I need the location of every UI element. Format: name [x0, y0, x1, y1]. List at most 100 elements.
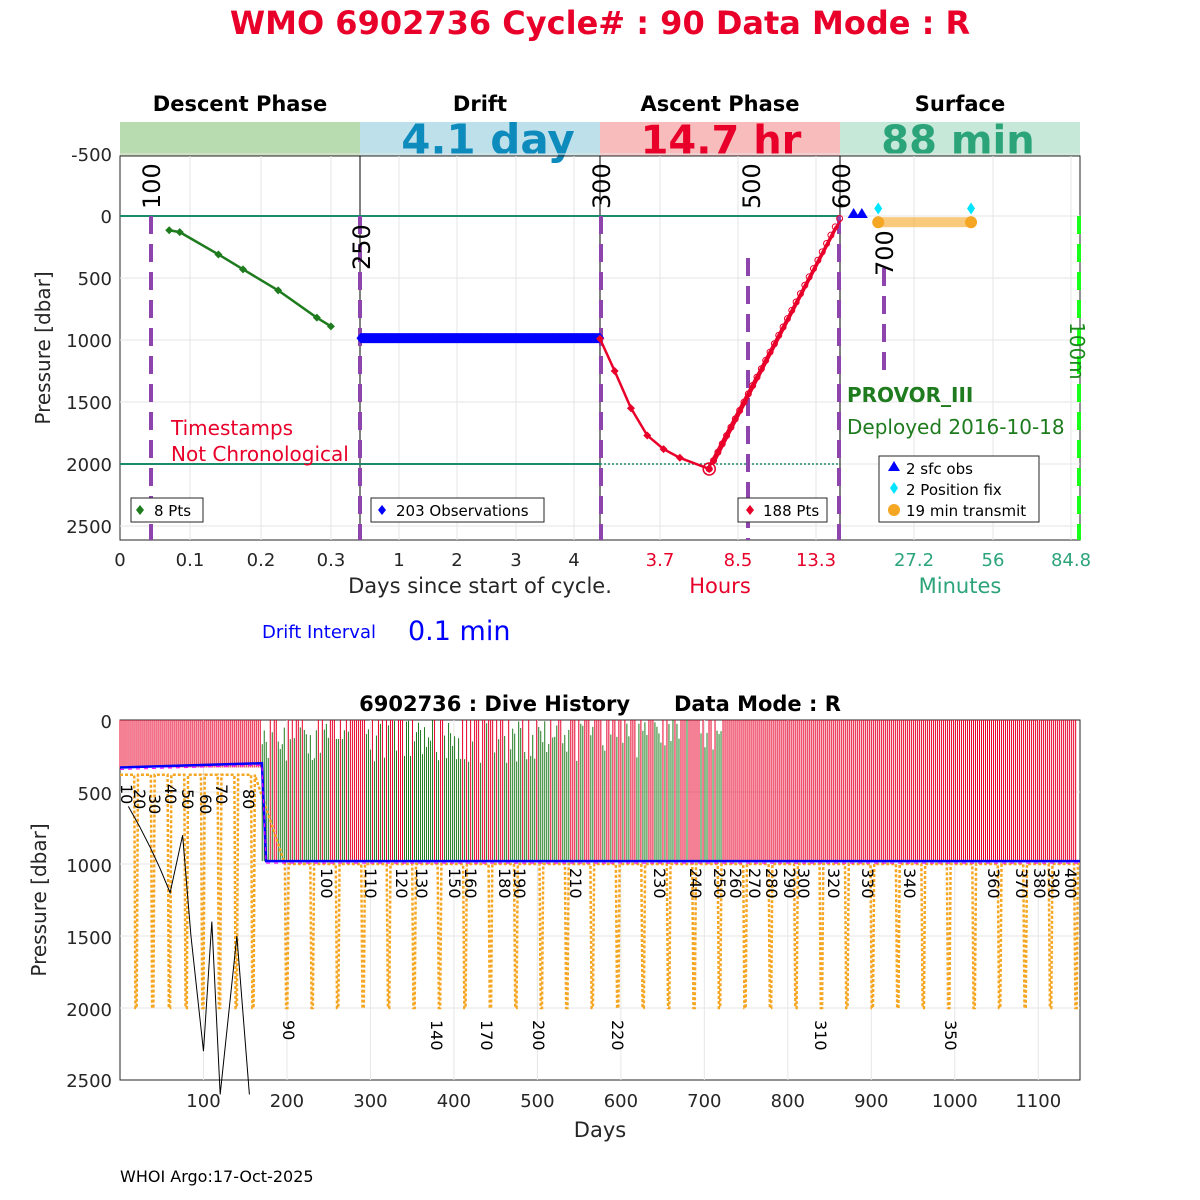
- drift-point: [416, 333, 425, 344]
- phase-marker-label: 500: [738, 163, 766, 209]
- cycle-label: 280: [762, 868, 781, 899]
- top-xtick-surface: 27.2: [894, 550, 934, 571]
- bottom-xtick: 400: [437, 1091, 471, 1112]
- cycle-label: 130: [412, 868, 431, 899]
- top-xtick-drift: 2: [451, 550, 462, 571]
- ascent-point: [766, 348, 774, 356]
- drift-point: [548, 333, 557, 344]
- top-xtick-drift: 3: [510, 550, 521, 571]
- timestamp-note: Not Chronological: [171, 442, 349, 466]
- cycle-label: 360: [984, 868, 1003, 899]
- top-xtick-drift: 4: [568, 550, 579, 571]
- ascent-dense-band: [706, 218, 843, 469]
- cycle-label: 150: [445, 868, 464, 899]
- top-xtick-descent: 0.1: [176, 550, 205, 571]
- ascent-point: [775, 331, 783, 339]
- ascent-point: [792, 298, 800, 306]
- cycle-label: 20: [130, 789, 149, 809]
- drift-point: [422, 333, 431, 344]
- bottom-xtick: 500: [520, 1091, 554, 1112]
- cycle-label: 240: [686, 868, 705, 899]
- drift-point: [368, 333, 377, 344]
- drift-point: [452, 333, 461, 344]
- timestamp-note: Timestamps: [170, 416, 293, 440]
- cycle-profile-chart: Descent Phase Drift Ascent Phase Surface…: [31, 92, 1091, 647]
- ascent-point: [827, 231, 835, 239]
- drift-point: [410, 333, 419, 344]
- bottom-ytick: 1500: [66, 928, 112, 949]
- top-xtick-ascent: 3.7: [646, 550, 675, 571]
- drift-interval-value: 0.1 min: [408, 616, 510, 647]
- ascent-point: [714, 448, 722, 456]
- top-xtick-surface: 56: [982, 550, 1005, 571]
- ascent-point: [749, 381, 757, 389]
- top-xlabel-days: Days since start of cycle.: [348, 574, 612, 598]
- bottom-ytick: 1000: [66, 856, 112, 877]
- surface-duration: 88 min: [881, 118, 1034, 164]
- drift-point: [500, 333, 509, 344]
- drift-point: [524, 333, 533, 344]
- drift-point: [392, 333, 401, 344]
- descent-point: [175, 228, 184, 237]
- cycle-label: 40: [161, 784, 180, 804]
- drift-point: [380, 333, 389, 344]
- cycle-label: 230: [650, 868, 669, 899]
- top-xtick-ascent: 13.3: [796, 550, 836, 571]
- drift-point: [530, 333, 539, 344]
- ascent-point: [723, 432, 731, 440]
- ascent-point: [805, 273, 813, 281]
- bottom-xtick: 100: [186, 1091, 220, 1112]
- drift-point: [356, 333, 365, 344]
- ascent-point: [710, 457, 718, 465]
- drift-point: [590, 333, 599, 344]
- drift-point: [458, 333, 467, 344]
- drift-point: [566, 333, 575, 344]
- top-xtick-descent: 0.3: [317, 550, 346, 571]
- bottom-ytick: 2000: [66, 1000, 112, 1021]
- cycle-label: 30: [145, 794, 164, 814]
- cycle-label: 160: [461, 868, 480, 899]
- drift-point: [506, 333, 515, 344]
- phase-title-surface: Surface: [915, 92, 1005, 116]
- drift-point: [464, 333, 473, 344]
- cycle-label: 210: [566, 868, 585, 899]
- top-ytick: 1500: [66, 393, 112, 414]
- drift-point: [554, 333, 563, 344]
- drift-point: [374, 333, 383, 344]
- bottom-ylabel: Pressure [dbar]: [27, 823, 51, 976]
- ascent-point: [740, 398, 748, 406]
- cycle-label: 390: [1044, 868, 1063, 899]
- top-xlabel-hours: Hours: [689, 574, 751, 598]
- bottom-xtick: 200: [270, 1091, 304, 1112]
- ascent-point: [836, 214, 844, 222]
- legend-ascent-label: 188 Pts: [763, 502, 819, 520]
- cycle-label: 200: [529, 1020, 548, 1051]
- dive-depth-profile: [120, 773, 1080, 1010]
- cycle-label: 270: [745, 868, 764, 899]
- ascent-start-point: [702, 462, 716, 476]
- top-ytick: 1000: [66, 331, 112, 352]
- ascent-profile-line: [598, 338, 710, 471]
- ascent-point: [718, 440, 726, 448]
- deployment-date-label: Deployed 2016-10-18: [847, 415, 1065, 439]
- ascent-point: [783, 315, 791, 323]
- legend-surface-label: 2 sfc obs: [906, 460, 973, 478]
- ascent-point: [831, 223, 839, 231]
- drift-point: [434, 333, 443, 344]
- phase-marker-label: 300: [588, 163, 616, 209]
- cycle-label: 70: [212, 784, 231, 804]
- ascent-point: [788, 306, 796, 314]
- bottom-xtick: 1100: [1015, 1091, 1061, 1112]
- descent-point: [214, 250, 223, 259]
- top-series: [165, 202, 978, 476]
- bottom-ytick: 500: [78, 784, 112, 805]
- cycle-label: 350: [941, 1020, 960, 1051]
- ascent-point: [762, 356, 770, 364]
- cycle-label: 310: [811, 1020, 830, 1051]
- cycle-label: 90: [279, 1020, 298, 1040]
- cycle-label: 50: [178, 789, 197, 809]
- drift-point: [386, 333, 395, 344]
- cycle-label: 140: [427, 1020, 446, 1051]
- descent-point: [326, 322, 335, 331]
- descent-point: [165, 226, 174, 235]
